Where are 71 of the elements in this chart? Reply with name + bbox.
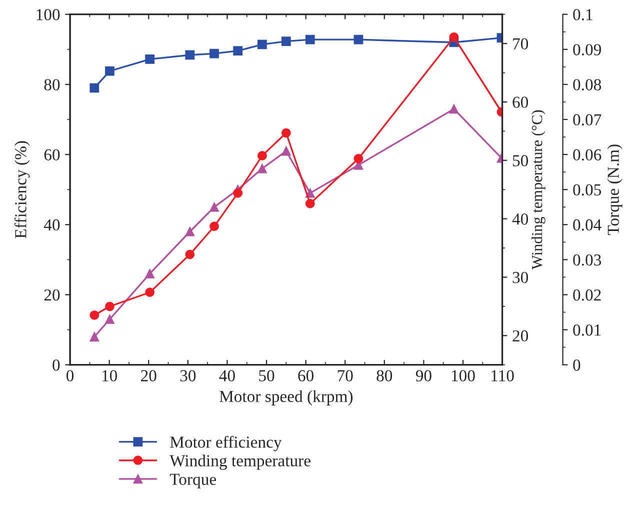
- y2-tick-label: 20: [512, 330, 528, 342]
- point: [105, 66, 114, 76]
- point: [90, 310, 100, 320]
- point: [90, 83, 100, 93]
- point: [258, 151, 267, 160]
- y-tick-label: 20: [44, 289, 60, 301]
- y2-tick-label: 50: [512, 155, 528, 166]
- point: [354, 154, 364, 164]
- legend-label: Torque: [170, 474, 216, 488]
- x-tick-label: 0: [66, 370, 74, 382]
- point: [281, 36, 291, 46]
- point: [210, 48, 219, 58]
- point: [185, 226, 195, 236]
- y2-tick-label: 70: [513, 38, 528, 50]
- point: [210, 202, 219, 212]
- y3-tick-label: 0.06: [573, 149, 602, 161]
- y3-tick-label: 0.02: [573, 289, 601, 301]
- y-tick-label: 40: [44, 219, 60, 231]
- x-tick-label: 30: [180, 370, 196, 382]
- y3-tick-label: 0.08: [573, 79, 602, 90]
- point: [281, 128, 291, 138]
- y2-tick-label: 60: [512, 96, 528, 108]
- point: [305, 198, 315, 208]
- y-tick-label: 0: [52, 359, 60, 371]
- y3-tick-label: 0.04: [573, 219, 602, 231]
- x-tick-label: 40: [219, 370, 235, 382]
- y2-tick-label: 40: [512, 213, 528, 225]
- point: [258, 164, 267, 174]
- point: [258, 40, 267, 50]
- point: [305, 34, 315, 44]
- y3-tick-label: 0.05: [573, 184, 602, 196]
- x-tick-label: 50: [259, 370, 274, 382]
- point: [145, 54, 154, 64]
- x-tick-label: 60: [298, 370, 314, 382]
- x-tick-label: 110: [492, 370, 514, 382]
- point: [449, 104, 459, 114]
- point: [233, 188, 243, 198]
- x-tick-label: 80: [376, 370, 392, 382]
- y3-tick-label: 0.03: [573, 254, 602, 266]
- point: [90, 332, 100, 342]
- legend-label: Motor efficiency: [170, 436, 282, 452]
- y-tick-label: 80: [44, 79, 60, 90]
- point: [185, 50, 195, 60]
- x-axis-title: Motor speed (krpm): [220, 390, 353, 406]
- point: [145, 288, 154, 298]
- x-tick-label: 20: [141, 370, 156, 382]
- x-tick-label: 70: [338, 370, 353, 382]
- y-tick-label: 60: [44, 149, 60, 160]
- y3-tick-label: 0.09: [573, 44, 601, 56]
- point: [210, 222, 219, 232]
- x-tick-label: 10: [102, 370, 118, 382]
- y3-tick-label: 0.1: [573, 9, 592, 20]
- point: [449, 32, 459, 42]
- y2-axis-title: Winding temperature (°C): [531, 110, 546, 270]
- point: [185, 250, 195, 260]
- y3-tick-label: 0.07: [573, 114, 602, 126]
- y3-tick-label: 0: [573, 359, 580, 371]
- point: [281, 146, 291, 156]
- y2-tick-label: 30: [512, 272, 528, 284]
- y3-axis-title: Torque (N.m): [607, 144, 622, 235]
- point: [105, 314, 114, 324]
- legend-label: Winding temperature: [170, 454, 310, 470]
- point: [233, 46, 243, 56]
- point: [105, 302, 114, 312]
- x-tick-label: 100: [452, 370, 475, 382]
- point: [354, 34, 364, 44]
- y-axis-title: Efficiency (%): [14, 141, 30, 238]
- point: [145, 268, 154, 278]
- y3-tick-label: 0.01: [573, 324, 601, 336]
- x-tick-label: 90: [416, 370, 432, 382]
- y-tick-label: 100: [36, 9, 60, 20]
